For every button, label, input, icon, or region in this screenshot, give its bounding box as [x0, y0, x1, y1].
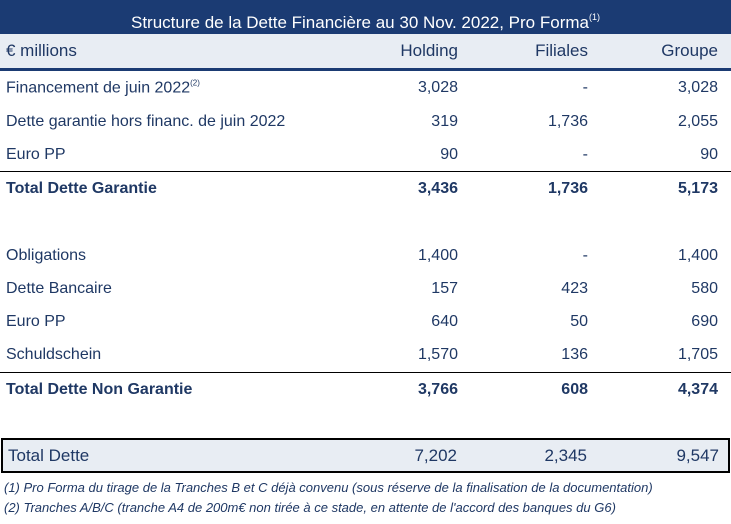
- cell-filiales: -: [583, 247, 588, 265]
- row-label: Total Dette: [8, 445, 90, 465]
- cell-groupe: 3,028: [678, 79, 718, 97]
- footnote-2: (2) Tranches A/B/C (tranche A4 de 200m€ …: [4, 500, 616, 515]
- cell-holding-text: 157: [431, 279, 458, 297]
- cell-groupe-text: 3,028: [677, 78, 718, 96]
- row-label-text: Schuldschein: [6, 345, 102, 363]
- header-holding: Holding: [400, 41, 458, 60]
- cell-groupe: 580: [691, 280, 718, 298]
- row-label: Total Dette Non Garantie: [6, 381, 192, 399]
- column-header-row: € millions Holding Filiales Groupe: [0, 34, 731, 71]
- cell-holding: 3,766: [418, 381, 458, 399]
- footnote-1: (1) Pro Forma du tirage de la Tranches B…: [4, 480, 653, 495]
- cell-filiales: 2,345: [544, 445, 587, 465]
- cell-groupe-text: 90: [700, 145, 718, 163]
- cell-filiales-text: 608: [561, 380, 588, 398]
- cell-groupe-text: 1,705: [677, 345, 718, 363]
- row-label-text: Total Dette Garantie: [6, 179, 157, 197]
- cell-holding-text: 90: [440, 145, 458, 163]
- row-label-text: Obligations: [6, 246, 87, 264]
- cell-groupe-text: 580: [691, 279, 718, 297]
- cell-holding-text: 319: [431, 112, 458, 130]
- cell-filiales: -: [583, 146, 588, 164]
- header-groupe: Groupe: [661, 41, 718, 60]
- cell-filiales-text: -: [582, 145, 588, 163]
- table-row: Schuldschein 1,570 136 1,705: [0, 338, 731, 371]
- footnote-ref: (2): [190, 78, 200, 87]
- cell-filiales: 136: [561, 346, 588, 364]
- row-label-text: Financement de juin 2022: [6, 79, 191, 96]
- row-label-text: Dette Bancaire: [6, 279, 112, 297]
- table-row: Dette garantie hors financ. de juin 2022…: [0, 105, 731, 138]
- subtotal-row: Total Dette Non Garantie 3,766 608 4,374: [0, 372, 731, 406]
- cell-filiales-text: 1,736: [547, 112, 588, 130]
- cell-filiales: 608: [561, 381, 588, 399]
- subtotal-row: Total Dette Garantie 3,436 1,736 5,173: [0, 171, 731, 205]
- total-dette-row: Total Dette 7,202 2,345 9,547: [1, 438, 730, 473]
- cell-groupe: 1,400: [678, 247, 718, 265]
- row-label: Financement de juin 2022(2): [6, 78, 200, 97]
- table-row: Obligations 1,400 - 1,400: [0, 239, 731, 272]
- cell-holding-text: 640: [431, 312, 458, 330]
- table-title: Structure de la Dette Financière au 30 N…: [0, 0, 731, 34]
- table-row: Euro PP 90 - 90: [0, 138, 731, 171]
- cell-holding-text: 1,400: [417, 246, 458, 264]
- cell-holding-text: 3,766: [417, 380, 458, 398]
- cell-filiales-text: -: [582, 78, 588, 96]
- cell-groupe-text: 1,400: [677, 246, 718, 264]
- cell-filiales-text: -: [582, 246, 588, 264]
- cell-groupe-text: 690: [691, 312, 718, 330]
- row-label: Euro PP: [6, 146, 66, 164]
- cell-holding: 157: [431, 280, 458, 298]
- cell-holding: 90: [440, 146, 458, 164]
- cell-holding: 1,570: [418, 346, 458, 364]
- row-label-text: Dette garantie hors financ. de juin 2022: [6, 112, 286, 130]
- cell-filiales-text: 1,736: [547, 179, 588, 197]
- title-text: Structure de la Dette Financière au 30 N…: [131, 13, 589, 32]
- cell-groupe: 9,547: [676, 445, 719, 465]
- cell-filiales-text: 50: [570, 312, 588, 330]
- row-label-text: Total Dette Non Garantie: [6, 380, 193, 398]
- row-label: Euro PP: [6, 313, 66, 331]
- row-label: Total Dette Garantie: [6, 180, 157, 198]
- cell-holding-text: 3,436: [417, 179, 458, 197]
- cell-groupe: 4,374: [678, 381, 718, 399]
- table-row: Dette Bancaire 157 423 580: [0, 272, 731, 305]
- cell-holding: 640: [431, 313, 458, 331]
- cell-filiales: 1,736: [548, 113, 588, 131]
- cell-groupe: 5,173: [678, 180, 718, 198]
- row-label-text: Euro PP: [6, 312, 66, 330]
- cell-holding-text: 1,570: [417, 345, 458, 363]
- table-row: Financement de juin 2022(2) 3,028 - 3,028: [0, 71, 731, 104]
- cell-groupe: 90: [700, 146, 718, 164]
- cell-groupe: 2,055: [678, 113, 718, 131]
- cell-holding: 319: [431, 113, 458, 131]
- cell-filiales: 423: [561, 280, 588, 298]
- cell-holding: 7,202: [414, 445, 457, 465]
- cell-filiales-text: 423: [561, 279, 588, 297]
- cell-groupe: 1,705: [678, 346, 718, 364]
- header-filiales: Filiales: [535, 41, 588, 60]
- header-units: € millions: [6, 41, 77, 60]
- cell-holding: 3,028: [418, 79, 458, 97]
- row-label: Dette Bancaire: [6, 280, 112, 298]
- cell-groupe-text: 2,055: [677, 112, 718, 130]
- cell-filiales: -: [583, 79, 588, 97]
- cell-filiales: 1,736: [548, 180, 588, 198]
- cell-holding: 3,436: [418, 180, 458, 198]
- cell-groupe: 690: [691, 313, 718, 331]
- row-label: Dette garantie hors financ. de juin 2022: [6, 113, 285, 131]
- title-footnote-ref: (1): [588, 12, 600, 22]
- cell-holding-text: 3,028: [417, 78, 458, 96]
- row-label-text: Euro PP: [6, 145, 66, 163]
- cell-filiales: 50: [570, 313, 588, 331]
- table-row: Euro PP 640 50 690: [0, 305, 731, 338]
- cell-holding: 1,400: [418, 247, 458, 265]
- cell-groupe-text: 4,374: [677, 380, 718, 398]
- cell-groupe-text: 5,173: [677, 179, 718, 197]
- row-label: Obligations: [6, 247, 86, 265]
- cell-filiales-text: 136: [561, 345, 588, 363]
- row-label: Schuldschein: [6, 346, 101, 364]
